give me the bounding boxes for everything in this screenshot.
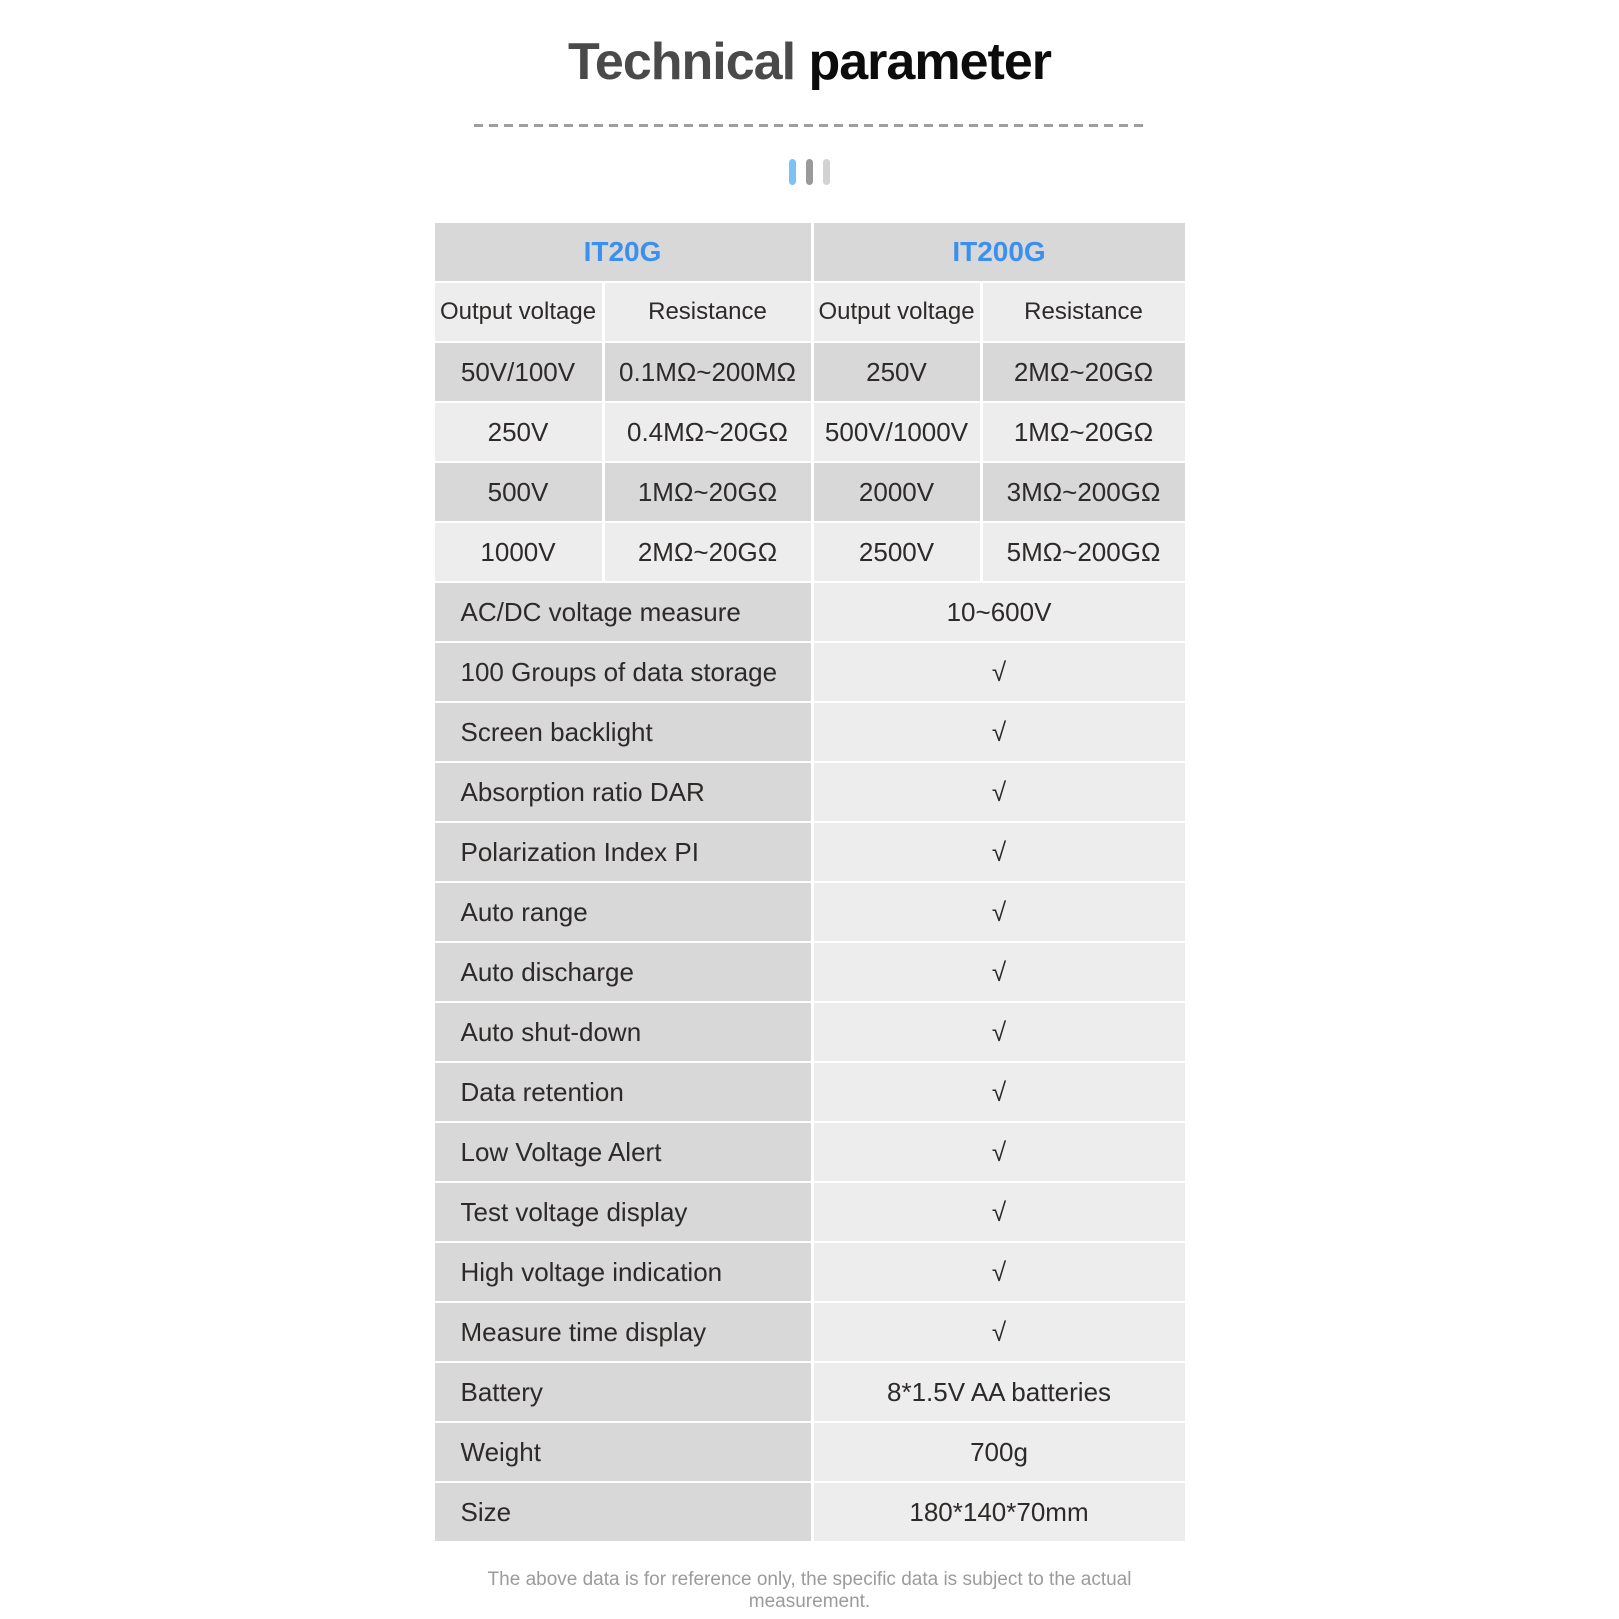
column-header: Resistance — [604, 283, 811, 341]
feature-row-data-storage: 100 Groups of data storage √ — [434, 643, 1185, 701]
feature-row-battery: Battery 8*1.5V AA batteries — [434, 1363, 1185, 1421]
resistance-cell: 2MΩ~20GΩ — [604, 523, 811, 581]
feature-row-auto-range: Auto range √ — [434, 883, 1185, 941]
feature-value: 180*140*70mm — [813, 1483, 1185, 1541]
resistance-cell: 3MΩ~200GΩ — [982, 463, 1185, 521]
feature-value: 8*1.5V AA batteries — [813, 1363, 1185, 1421]
table-row: 1000V 2MΩ~20GΩ 2500V 5MΩ~200GΩ — [434, 523, 1185, 581]
feature-row-acdc-voltage: AC/DC voltage measure 10~600V — [434, 583, 1185, 641]
feature-row-measure-time-display: Measure time display √ — [434, 1303, 1185, 1361]
feature-label: Measure time display — [434, 1303, 811, 1361]
feature-value: √ — [813, 1243, 1185, 1301]
feature-value: √ — [813, 1063, 1185, 1121]
output-voltage-cell: 250V — [813, 343, 980, 401]
feature-value: √ — [813, 1303, 1185, 1361]
output-voltage-cell: 2000V — [813, 463, 980, 521]
feature-label: Auto shut-down — [434, 1003, 811, 1061]
feature-label: High voltage indication — [434, 1243, 811, 1301]
footer-note: The above data is for reference only, th… — [487, 1569, 1132, 1612]
title-word-parameter: parameter — [808, 33, 1052, 91]
output-voltage-cell: 1000V — [434, 523, 602, 581]
feature-row-data-retention: Data retention √ — [434, 1063, 1185, 1121]
spec-table: IT20G IT200G Output voltage Resistance O… — [432, 221, 1188, 1543]
feature-label: Battery — [434, 1363, 811, 1421]
output-voltage-cell: 500V — [434, 463, 602, 521]
feature-label: 100 Groups of data storage — [434, 643, 811, 701]
table-row: 500V 1MΩ~20GΩ 2000V 3MΩ~200GΩ — [434, 463, 1185, 521]
feature-row-polarization-index: Polarization Index PI √ — [434, 823, 1185, 881]
feature-label: Absorption ratio DAR — [434, 763, 811, 821]
column-header: Output voltage — [434, 283, 602, 341]
feature-label: Screen backlight — [434, 703, 811, 761]
resistance-cell: 1MΩ~20GΩ — [604, 463, 811, 521]
feature-label: AC/DC voltage measure — [434, 583, 811, 641]
feature-value: √ — [813, 1183, 1185, 1241]
page: Technical parameter IT20G IT200G Output … — [432, 0, 1188, 1613]
title-word-technical: Technical — [568, 33, 796, 91]
column-header-row: Output voltage Resistance Output voltage… — [434, 283, 1185, 341]
resistance-cell: 0.1MΩ~200MΩ — [604, 343, 811, 401]
title-space — [795, 33, 808, 91]
model-header-it20g: IT20G — [434, 223, 811, 281]
output-voltage-cell: 2500V — [813, 523, 980, 581]
feature-label: Auto range — [434, 883, 811, 941]
feature-value: √ — [813, 703, 1185, 761]
bar-blue-icon — [788, 159, 796, 185]
feature-value: √ — [813, 823, 1185, 881]
feature-value: √ — [813, 1123, 1185, 1181]
model-header-it200g: IT200G — [813, 223, 1185, 281]
bar-lightgray-icon — [823, 159, 831, 185]
resistance-cell: 0.4MΩ~20GΩ — [604, 403, 811, 461]
feature-value: 700g — [813, 1423, 1185, 1481]
feature-value: √ — [813, 643, 1185, 701]
feature-row-low-voltage-alert: Low Voltage Alert √ — [434, 1123, 1185, 1181]
feature-label: Test voltage display — [434, 1183, 811, 1241]
feature-label: Low Voltage Alert — [434, 1123, 811, 1181]
table-row: 250V 0.4MΩ~20GΩ 500V/1000V 1MΩ~20GΩ — [434, 403, 1185, 461]
page-title: Technical parameter — [432, 32, 1188, 92]
feature-row-test-voltage-display: Test voltage display √ — [434, 1183, 1185, 1241]
column-header: Output voltage — [813, 283, 980, 341]
feature-row-high-voltage-indication: High voltage indication √ — [434, 1243, 1185, 1301]
output-voltage-cell: 500V/1000V — [813, 403, 980, 461]
output-voltage-cell: 50V/100V — [434, 343, 602, 401]
output-voltage-cell: 250V — [434, 403, 602, 461]
feature-label: Size — [434, 1483, 811, 1541]
feature-row-auto-shutdown: Auto shut-down √ — [434, 1003, 1185, 1061]
feature-value: √ — [813, 883, 1185, 941]
column-header: Resistance — [982, 283, 1185, 341]
feature-label: Data retention — [434, 1063, 811, 1121]
table-row: 50V/100V 0.1MΩ~200MΩ 250V 2MΩ~20GΩ — [434, 343, 1185, 401]
feature-label: Weight — [434, 1423, 811, 1481]
bar-gray-icon — [806, 159, 813, 185]
feature-value: √ — [813, 763, 1185, 821]
feature-row-weight: Weight 700g — [434, 1423, 1185, 1481]
dashed-divider — [473, 124, 1146, 127]
feature-row-screen-backlight: Screen backlight √ — [434, 703, 1185, 761]
model-header-row: IT20G IT200G — [434, 223, 1185, 281]
decorative-bars — [432, 159, 1188, 185]
feature-row-absorption-ratio: Absorption ratio DAR √ — [434, 763, 1185, 821]
feature-value: √ — [813, 1003, 1185, 1061]
feature-value: √ — [813, 943, 1185, 1001]
feature-label: Auto discharge — [434, 943, 811, 1001]
feature-row-auto-discharge: Auto discharge √ — [434, 943, 1185, 1001]
feature-value: 10~600V — [813, 583, 1185, 641]
resistance-cell: 1MΩ~20GΩ — [982, 403, 1185, 461]
resistance-cell: 2MΩ~20GΩ — [982, 343, 1185, 401]
feature-row-size: Size 180*140*70mm — [434, 1483, 1185, 1541]
feature-label: Polarization Index PI — [434, 823, 811, 881]
resistance-cell: 5MΩ~200GΩ — [982, 523, 1185, 581]
